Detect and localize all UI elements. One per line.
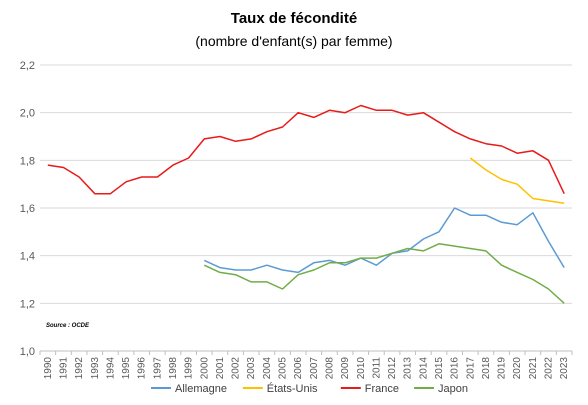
x-tick-label: 1997 — [152, 357, 163, 380]
x-tick-label: 2000 — [199, 357, 210, 380]
x-tick-label: 2002 — [231, 357, 242, 380]
x-tick-label: 2019 — [497, 357, 508, 380]
y-tick-label: 1,8 — [20, 155, 35, 167]
x-tick-label: 1993 — [90, 357, 101, 380]
x-tick-label: 2007 — [309, 357, 320, 380]
x-tick-label: 2008 — [324, 357, 335, 380]
legend-label: Japon — [438, 383, 468, 395]
x-tick-label: 2005 — [278, 357, 289, 380]
chart-title: Taux de fécondité — [230, 10, 358, 27]
x-tick-label: 1992 — [74, 357, 85, 380]
x-tick-label: 1994 — [105, 357, 116, 380]
series-line-etats-unis — [469, 157, 565, 204]
x-tick-label: 2010 — [356, 357, 367, 380]
legend-label: France — [365, 383, 399, 395]
x-tick-label: 2023 — [559, 357, 570, 380]
legend-label: Allemagne — [175, 383, 227, 395]
x-tick-label: 2003 — [246, 357, 257, 380]
x-tick-label: 2013 — [403, 357, 414, 380]
x-tick-label: 1998 — [168, 357, 179, 380]
series-line-france — [47, 104, 565, 195]
x-tick-label: 1991 — [58, 357, 69, 380]
x-tick-label: 2001 — [215, 357, 226, 380]
y-tick-label: 1,2 — [20, 298, 35, 310]
y-tick-label: 1,0 — [20, 346, 35, 358]
x-tick-label: 2017 — [465, 357, 476, 380]
x-tick-label: 1990 — [43, 357, 54, 380]
x-tick-label: 2014 — [418, 357, 429, 380]
legend-label: États-Unis — [267, 382, 318, 395]
y-tick-label: 1,6 — [20, 203, 35, 215]
source-note: Source : OCDE — [46, 323, 90, 329]
x-tick-label: 2009 — [340, 357, 351, 380]
x-tick-label: 2016 — [450, 357, 461, 380]
y-tick-label: 1,4 — [20, 251, 35, 263]
y-tick-label: 2,0 — [20, 108, 35, 120]
x-tick-label: 2006 — [293, 357, 304, 380]
x-tick-label: 2015 — [434, 357, 445, 380]
x-tick-label: 2021 — [528, 357, 539, 380]
series-line-japon — [203, 243, 565, 304]
x-tick-label: 2004 — [262, 357, 273, 380]
chart-subtitle: (nombre d'enfant(s) par femme) — [195, 33, 393, 49]
x-tick-label: 1995 — [121, 357, 132, 380]
x-tick-label: 2022 — [544, 357, 555, 380]
y-tick-label: 2,2 — [20, 60, 35, 72]
x-tick-label: 2020 — [512, 357, 523, 380]
series-line-allemagne — [203, 207, 565, 274]
x-tick-label: 2012 — [387, 357, 398, 380]
x-tick-label: 2018 — [481, 357, 492, 380]
x-tick-label: 1999 — [184, 357, 195, 380]
x-tick-label: 1996 — [137, 357, 148, 380]
x-tick-label: 2011 — [371, 357, 382, 379]
